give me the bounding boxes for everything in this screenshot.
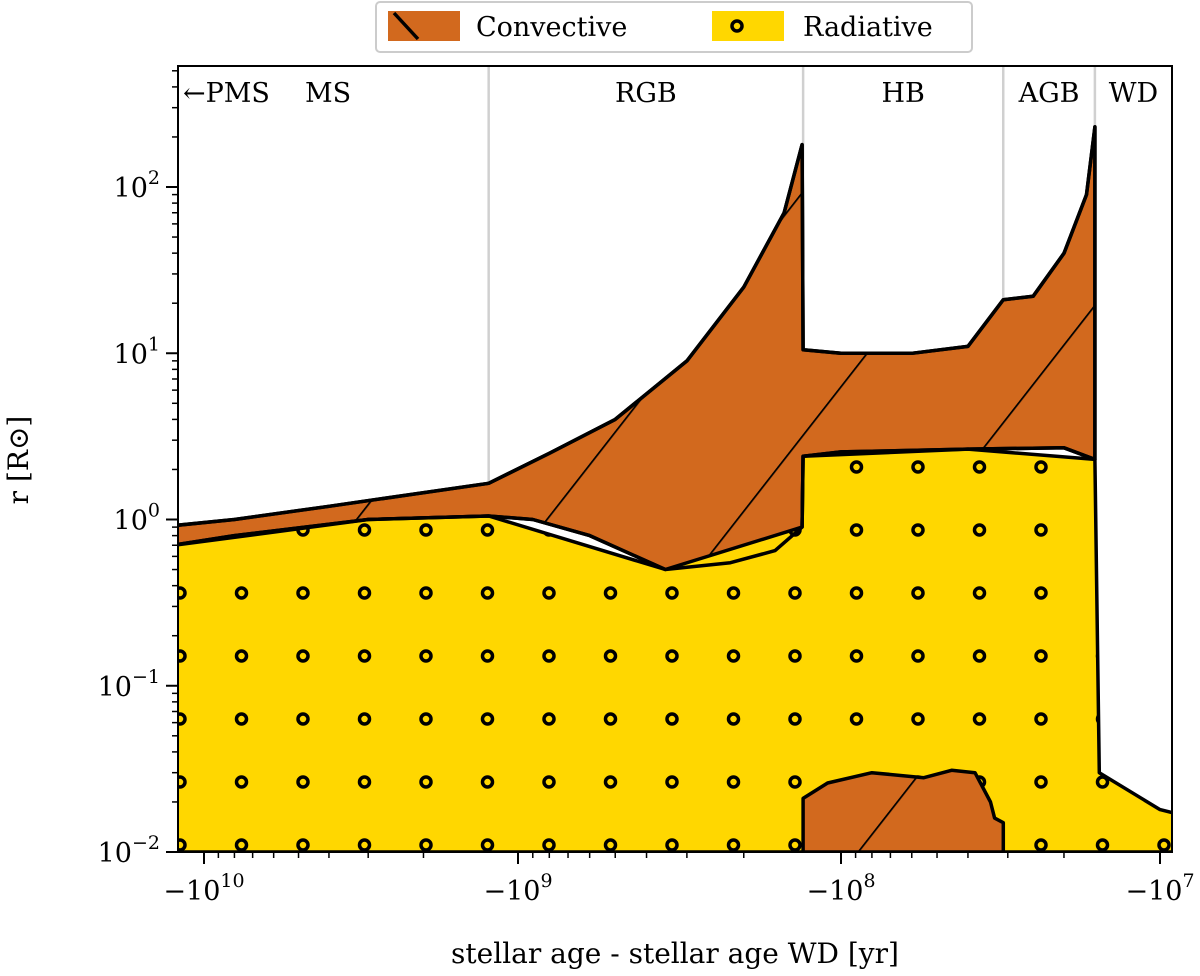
phase-label: HB <box>881 78 924 109</box>
legend-label-convective: Convective <box>476 12 627 43</box>
x-axis: −1010 −109 −108 −107 <box>163 852 1195 907</box>
plot-frame <box>177 65 1173 853</box>
phase-labels: ←PMS MS RGB HB AGB WD <box>183 78 1158 109</box>
y-tick-label: 102 <box>114 167 160 204</box>
regions <box>178 125 1172 852</box>
phase-label: MS <box>305 78 351 109</box>
legend: Convective Radiative <box>375 1 973 53</box>
y-tick-label: 10−1 <box>98 666 160 703</box>
phase-label: ←PMS <box>183 78 270 109</box>
convective-envelope-outline <box>178 125 1097 572</box>
x-tick-label: −109 <box>483 870 552 907</box>
y-axis: 10−2 10−1 100 101 102 <box>98 70 178 869</box>
region-radiative <box>178 447 1172 852</box>
legend-swatch-convective <box>388 11 460 41</box>
phase-label: RGB <box>615 78 677 109</box>
legend-label-radiative: Radiative <box>803 12 933 43</box>
legend-swatch-radiative <box>712 11 784 41</box>
region-convective-core <box>801 768 1006 852</box>
x-tick-label: −108 <box>806 870 875 907</box>
y-tick-label: 100 <box>114 500 160 537</box>
legend-frame <box>375 1 973 53</box>
x-axis-label: stellar age - stellar age WD [yr] <box>451 937 899 970</box>
x-tick-label: −1010 <box>163 870 244 907</box>
phase-label: AGB <box>1018 78 1080 109</box>
y-tick-label: 10−2 <box>98 832 160 869</box>
y-axis-label: r [R⊙] <box>2 416 35 505</box>
y-tick-label: 101 <box>114 333 160 370</box>
plot-area: ←PMS MS RGB HB AGB WD <box>178 66 1172 852</box>
phase-label: WD <box>1109 78 1158 109</box>
x-tick-label: −107 <box>1125 870 1194 907</box>
